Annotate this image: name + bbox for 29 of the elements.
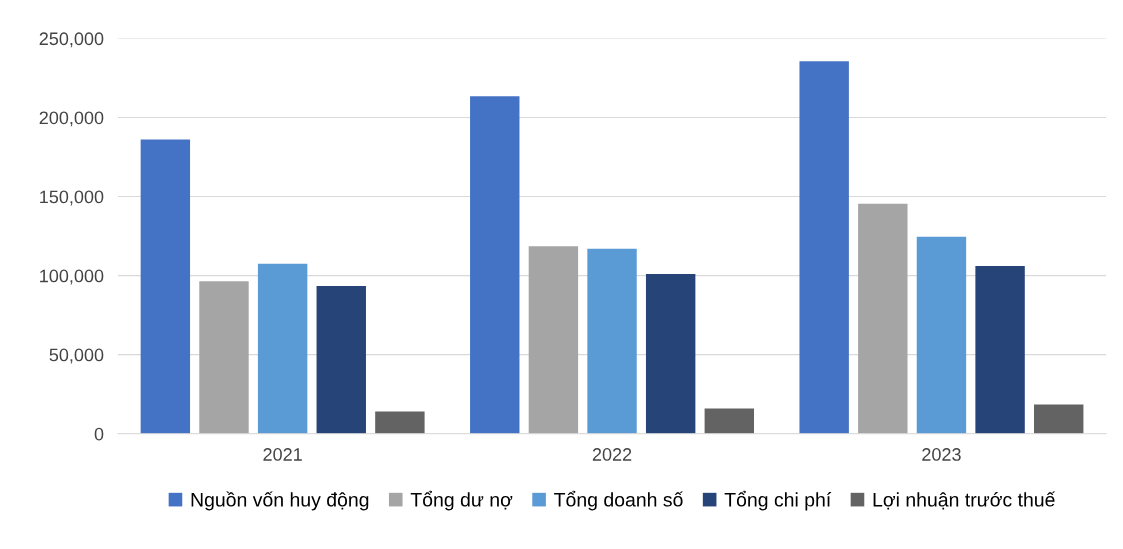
bar [704,408,755,434]
y-tick-label: 50,000 [49,348,104,364]
y-tick-label: 150,000 [40,190,104,206]
bar [140,139,191,434]
bar [916,236,967,434]
bar [858,203,908,434]
bar [528,246,579,434]
y-tick-label: 250,000 [39,32,104,48]
legend-label: Lợi nhuận trước thuế [873,491,1056,510]
bar [587,248,637,434]
bar [470,96,520,434]
bar [1034,404,1084,434]
legend-label: Tổng dư nợ [410,490,513,511]
y-tick-label: 100,000 [40,269,104,285]
bar [316,285,366,434]
bar [199,281,249,434]
x-tick-label: 2022 [592,448,632,461]
legend-label: Tổng chi phí [724,490,832,511]
bar [799,61,849,434]
bar [975,266,1025,434]
y-tick-label: 0 [94,427,104,441]
legend-label: Tổng doanh số [554,490,683,511]
x-tick-label: 2021 [263,448,302,461]
legend-label: Nguồn vốn huy động [191,491,369,511]
x-tick-label: 2023 [922,448,961,461]
bar [645,274,696,434]
y-tick-label: 200,000 [39,111,104,127]
bar [375,411,425,434]
bar [257,263,308,434]
